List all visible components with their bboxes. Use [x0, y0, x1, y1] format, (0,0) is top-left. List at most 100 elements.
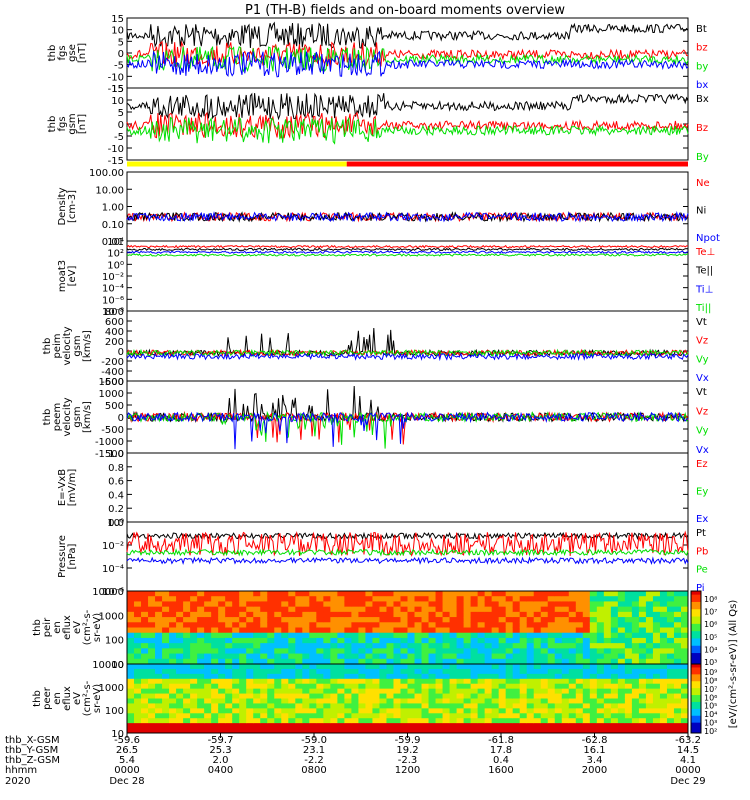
x-tick-label: -59.7 [208, 735, 234, 746]
colorbar-cell [691, 677, 701, 682]
heatmap-cell [344, 673, 352, 680]
heatmap-cell [351, 648, 359, 655]
heatmap-cell [232, 703, 240, 709]
heatmap-cell [246, 653, 254, 660]
heatmap-cell [659, 668, 668, 675]
y-axis-label: peem [52, 403, 63, 431]
heatmap-cell [239, 617, 247, 623]
heatmap-cell [470, 693, 479, 699]
heatmap-cell [169, 611, 177, 618]
heatmap-cell [302, 668, 310, 675]
heatmap-cell [680, 643, 689, 649]
heatmap-cell [225, 664, 233, 670]
heatmap-cell [428, 673, 437, 680]
heatmap-cell [484, 596, 493, 602]
heatmap-cell [176, 637, 184, 644]
heatmap-cell [169, 673, 177, 680]
heatmap-cell [519, 708, 528, 714]
heatmap-cell [393, 627, 401, 634]
heatmap-cell [127, 632, 135, 639]
heatmap-cell [169, 668, 177, 675]
heatmap-cell [379, 658, 387, 665]
heatmap-cell [309, 723, 317, 729]
heatmap-cell [204, 673, 212, 680]
heatmap-cell [631, 668, 640, 675]
heatmap-cell [442, 683, 451, 690]
heatmap-cell [393, 632, 401, 639]
heatmap-cell [169, 606, 177, 613]
heatmap-cell [169, 713, 177, 719]
heatmap-cell [330, 606, 338, 613]
heatmap-cell [428, 622, 437, 628]
heatmap-cell [463, 632, 472, 639]
heatmap-cell [470, 591, 479, 597]
heatmap-cell [127, 673, 135, 680]
heatmap-cell [673, 591, 682, 597]
y-axis-label: velocity [62, 397, 73, 436]
heatmap-cell [218, 637, 226, 644]
heatmap-cell [512, 622, 521, 628]
legend-entry: Ti|| [695, 303, 711, 314]
heatmap-cell [169, 703, 177, 709]
heatmap-cell [379, 664, 387, 670]
x-tick-label: 3.4 [587, 755, 603, 766]
heatmap-cell [582, 698, 591, 704]
colorbar-cell [691, 729, 701, 734]
heatmap-cell [638, 617, 647, 623]
heatmap-cell [379, 611, 387, 618]
heatmap-cell [393, 611, 401, 618]
heatmap-cell [400, 637, 408, 644]
heatmap-cell [351, 606, 359, 613]
heatmap-cell [456, 713, 465, 719]
heatmap-cell [596, 693, 605, 699]
legend-entry: Ne [696, 178, 710, 189]
heatmap-cell [477, 611, 486, 618]
colorbar-tick-label: 10³ [704, 658, 717, 667]
heatmap-cell [477, 688, 486, 695]
heatmap-cell [316, 637, 324, 644]
heatmap-cell [680, 632, 689, 639]
heatmap-cell [624, 632, 633, 639]
colorbar-cell [691, 612, 701, 618]
heatmap-cell [281, 723, 289, 729]
heatmap-cell [540, 606, 549, 613]
heatmap-cell [344, 591, 352, 597]
heatmap-cell [428, 606, 437, 613]
heatmap-cell [477, 664, 486, 670]
heatmap-cell [505, 627, 514, 634]
heatmap-cell [197, 664, 205, 670]
heatmap-cell [519, 728, 528, 734]
heatmap-cell [582, 708, 591, 714]
heatmap-cell [190, 728, 198, 734]
heatmap-cell [232, 658, 240, 665]
heatmap-cell [491, 601, 500, 608]
heatmap-cell [470, 698, 479, 704]
heatmap-cell [400, 728, 408, 734]
heatmap-cell [589, 627, 598, 634]
heatmap-cell [155, 611, 163, 618]
heatmap-cell [533, 678, 542, 685]
heatmap-cell [260, 653, 268, 660]
heatmap-cell [617, 632, 626, 639]
heatmap-cell [414, 653, 423, 660]
heatmap-cell [533, 723, 542, 729]
heatmap-cell [680, 617, 689, 623]
heatmap-cell [183, 678, 191, 685]
heatmap-cell [673, 653, 682, 660]
series-line [126, 21, 689, 49]
y-tick-label: 0 [118, 49, 124, 60]
heatmap-cell [232, 688, 240, 695]
heatmap-cell [575, 713, 584, 719]
heatmap-cell [344, 596, 352, 602]
heatmap-cell [456, 728, 465, 734]
heatmap-cell [281, 596, 289, 602]
y-axis-label: eV [72, 621, 83, 634]
heatmap-cell [162, 601, 170, 608]
heatmap-cell [505, 622, 514, 628]
heatmap-cell [218, 673, 226, 680]
heatmap-cell [407, 713, 416, 719]
heatmap-cell [673, 673, 682, 680]
heatmap-cell [211, 591, 219, 597]
heatmap-cell [239, 718, 247, 724]
